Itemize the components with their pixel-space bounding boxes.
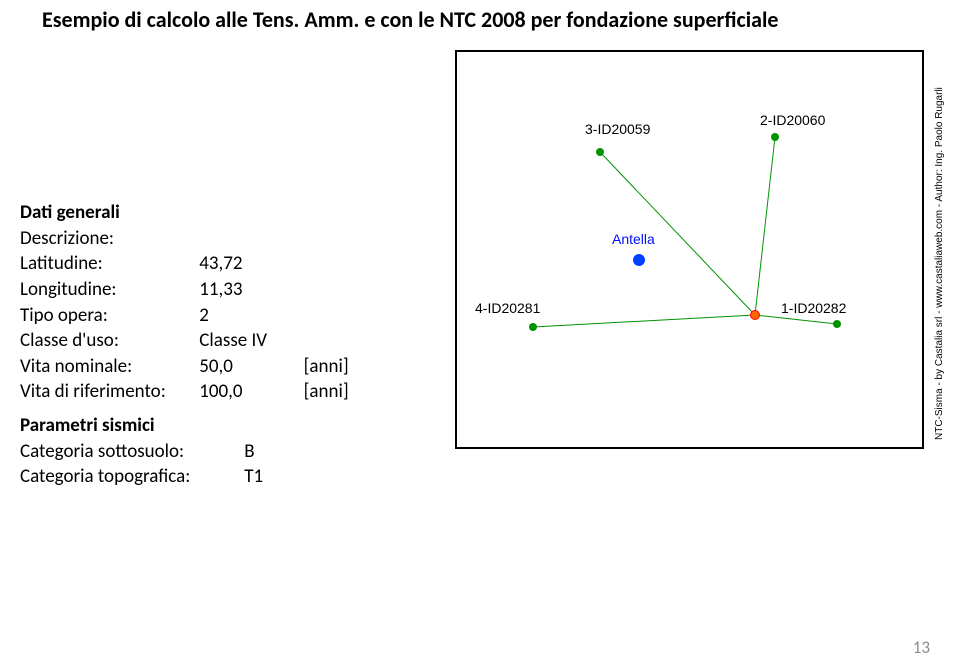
diagram-edge — [755, 137, 775, 315]
diagram-node-green — [771, 133, 779, 141]
classe-uso-value: Classe IV — [199, 328, 299, 354]
cat-suolo-value: B — [244, 439, 344, 465]
diagram-node-green — [833, 320, 841, 328]
tipo-opera-label: Tipo opera: — [20, 303, 195, 329]
cat-topo-label: Categoria topografica: — [20, 464, 240, 490]
latitudine-label: Latitudine: — [20, 251, 195, 277]
diagram-box: 3-ID20059 2-ID20060 4-ID20281 1-ID20282 Ante… — [455, 50, 924, 449]
watermark-text: NTC-Sisma - by Castalia srl - www.castal… — [934, 87, 945, 440]
longitudine-value: 11,33 — [199, 277, 299, 303]
page-title: Esempio di calcolo alle Tens. Amm. e con… — [42, 6, 778, 33]
vita-rif-unit: [anni] — [304, 379, 349, 405]
diagram-label: 4-ID20281 — [475, 300, 541, 316]
data-text-block: Dati generali Descrizione: Latitudine: 4… — [20, 200, 349, 490]
classe-uso-label: Classe d'uso: — [20, 328, 195, 354]
vita-rif-label: Vita di riferimento: — [20, 379, 195, 405]
tipo-opera-value: 2 — [199, 303, 299, 329]
cat-suolo-label: Categoria sottosuolo: — [20, 439, 240, 465]
diagram-label: 1-ID20282 — [781, 300, 847, 316]
descrizione-label: Descrizione: — [20, 226, 195, 252]
general-heading: Dati generali — [20, 200, 349, 226]
diagram-edge — [755, 315, 837, 324]
cat-topo-value: T1 — [244, 464, 344, 490]
vita-nom-label: Vita nominale: — [20, 354, 195, 380]
seismic-heading: Parametri sismici — [20, 413, 349, 439]
network-diagram: 3-ID20059 2-ID20060 4-ID20281 1-ID20282 Ante… — [457, 52, 922, 447]
diagram-label: 2-ID20060 — [760, 112, 826, 128]
longitudine-label: Longitudine: — [20, 277, 195, 303]
latitudine-value: 43,72 — [199, 251, 299, 277]
diagram-edge — [533, 315, 755, 327]
diagram-node-orange — [751, 311, 760, 320]
diagram-node-green — [529, 323, 537, 331]
diagram-node-green — [596, 148, 604, 156]
diagram-label: Antella — [612, 231, 655, 247]
vita-nom-value: 50,0 — [199, 354, 299, 380]
diagram-node-blue — [634, 255, 645, 266]
watermark: NTC-Sisma - by Castalia srl - www.castal… — [934, 50, 954, 445]
page-number: 13 — [913, 637, 930, 658]
vita-nom-unit: [anni] — [304, 354, 349, 380]
diagram-label: 3-ID20059 — [585, 121, 651, 137]
vita-rif-value: 100,0 — [199, 379, 299, 405]
